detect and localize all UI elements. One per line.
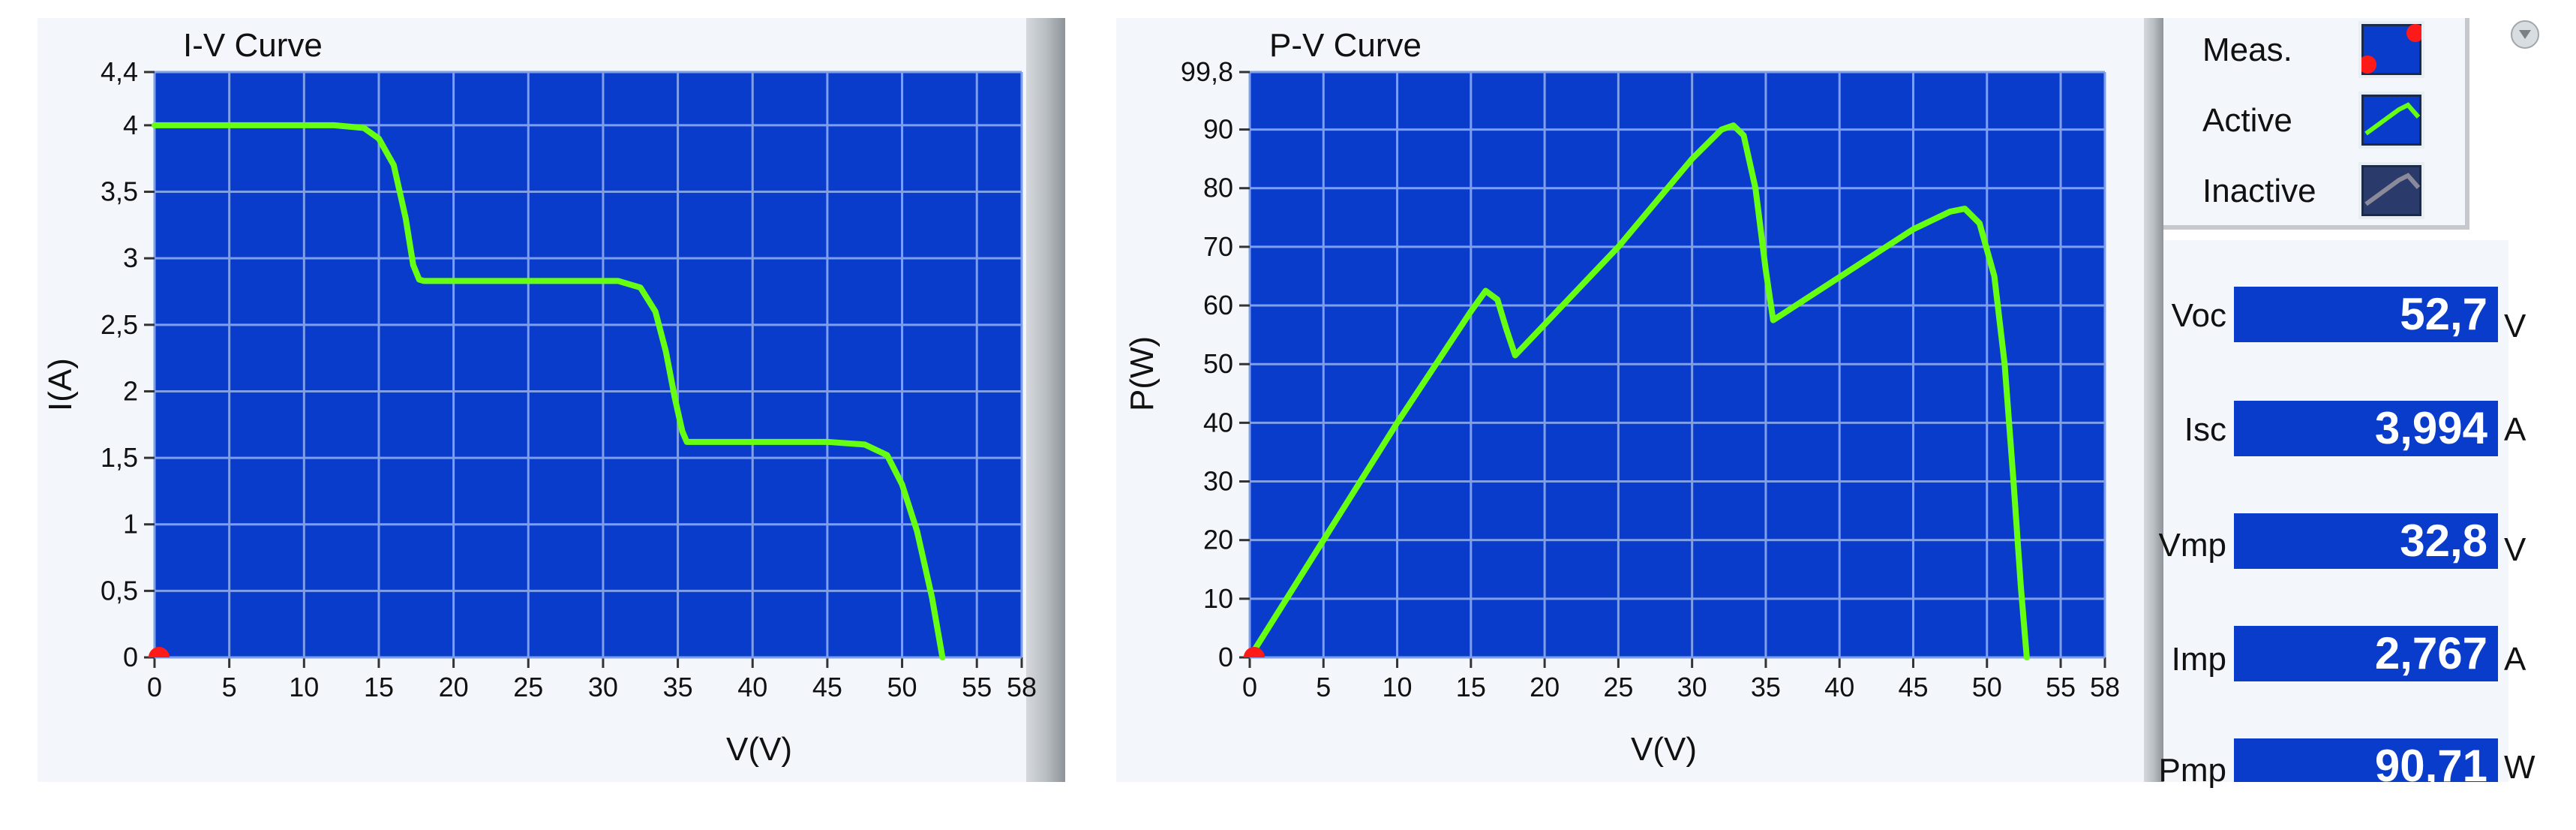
pv-y-tick-label: 20 xyxy=(1203,525,1233,555)
iv-x-tick-label: 25 xyxy=(513,672,543,702)
pv-y-tick-label: 90 xyxy=(1203,114,1233,145)
iv-series-active xyxy=(152,122,946,660)
pv-y-tick-label: 50 xyxy=(1203,348,1233,379)
iv-x-tick-label: 30 xyxy=(588,672,618,702)
iv-y-tick-label: 1,5 xyxy=(101,442,138,473)
iv-x-tick-label: 0 xyxy=(147,672,162,702)
pmp-label: Pmp xyxy=(2158,752,2226,789)
pv-x-axis-label: V(V) xyxy=(1631,731,1697,768)
pv-x-tick-label: 0 xyxy=(1242,672,1257,702)
iv-x-tick-label: 55 xyxy=(962,672,992,702)
iv-x-tick-label: 5 xyxy=(222,672,237,702)
iv-x-tick-label: 20 xyxy=(439,672,469,702)
iv-y-tick-label: 0,5 xyxy=(101,575,138,606)
imp-unit: A xyxy=(2504,641,2526,678)
iv-y-tick-label: 0 xyxy=(123,642,138,672)
pmp-unit: W xyxy=(2504,749,2535,786)
legend-label-meas: Meas. xyxy=(2202,32,2292,68)
iv-plot-area xyxy=(155,72,1022,657)
pv-x-tick-label: 35 xyxy=(1751,672,1781,702)
pv-measured-point xyxy=(1243,647,1265,657)
iv-x-tick-label: 50 xyxy=(887,672,917,702)
pv-x-tick-label: 15 xyxy=(1456,672,1486,702)
vmp-label: Vmp xyxy=(2158,527,2226,564)
collapse-arrow-icon[interactable] xyxy=(2510,20,2540,50)
pv-x-tick-label: 20 xyxy=(1530,672,1560,702)
imp-value: 2,767 xyxy=(2234,626,2498,681)
iv-y-tick-label: 2 xyxy=(123,375,138,406)
iv-chart-title: I-V Curve xyxy=(183,27,323,64)
right-separator-scrollbar[interactable] xyxy=(2144,18,2163,782)
pv-x-tick-label: 10 xyxy=(1383,672,1413,702)
pv-y-tick-label: 70 xyxy=(1203,231,1233,262)
pmp-value: 90,71 xyxy=(2234,738,2498,782)
isc-value: 3,994 xyxy=(2234,401,2498,456)
pv-x-tick-label: 25 xyxy=(1603,672,1633,702)
vmp-value: 32,8 xyxy=(2234,513,2498,569)
imp-label: Imp xyxy=(2171,641,2226,678)
iv-y-tick-label: 1 xyxy=(123,509,138,540)
pv-y-tick-label: 99,8 xyxy=(1181,56,1233,87)
pv-y-tick-label: 60 xyxy=(1203,290,1233,320)
pv-y-tick-label: 30 xyxy=(1203,466,1233,497)
iv-x-tick-label: 15 xyxy=(364,672,394,702)
measured-points-icon[interactable] xyxy=(2358,21,2424,78)
iv-y-tick-label: 3 xyxy=(123,242,138,273)
voc-unit: V xyxy=(2504,308,2526,344)
iv-y-tick-label: 4,4 xyxy=(101,56,138,87)
active-curve-icon[interactable] xyxy=(2358,92,2424,149)
pv-series-active xyxy=(1250,122,2030,660)
iv-x-tick-label: 58 xyxy=(1007,672,1037,702)
isc-unit: A xyxy=(2504,411,2526,448)
pv-x-tick-label: 40 xyxy=(1824,672,1854,702)
iv-panel-scrollbar[interactable] xyxy=(1026,18,1065,782)
pv-chart-plot: 0 5 10 15 20 25 30 35 40 45 50 55 58 0 10 20 30 40 50 60 70 8… xyxy=(1181,56,2120,702)
pv-y-tick-label: 0 xyxy=(1218,642,1233,672)
pv-y-tick-label: 10 xyxy=(1203,583,1233,614)
pv-x-tick-label: 55 xyxy=(2046,672,2076,702)
iv-y-tick-label: 4 xyxy=(123,110,138,140)
pv-x-tick-label: 58 xyxy=(2090,672,2120,702)
iv-measured-point xyxy=(148,647,170,657)
vmp-unit: V xyxy=(2504,531,2526,568)
pv-y-tick-label: 40 xyxy=(1203,407,1233,438)
pv-chart-title: P-V Curve xyxy=(1269,27,1422,64)
iv-x-tick-label: 10 xyxy=(289,672,319,702)
voc-label: Voc xyxy=(2171,297,2226,334)
isc-label: Isc xyxy=(2184,411,2226,448)
iv-x-tick-label: 45 xyxy=(812,672,842,702)
pv-y-tick-label: 80 xyxy=(1203,173,1233,203)
iv-x-axis-label: V(V) xyxy=(726,731,792,768)
inactive-curve-icon[interactable] xyxy=(2358,162,2424,219)
pv-x-tick-label: 50 xyxy=(1972,672,2002,702)
pv-x-tick-label: 5 xyxy=(1316,672,1331,702)
voc-value: 52,7 xyxy=(2234,287,2498,342)
pv-x-tick-label: 45 xyxy=(1898,672,1928,702)
iv-chart-plot: 0 5 10 15 20 25 30 35 40 45 50 55 58 0 0,5 1 1,5 2 2,5 3 3,5… xyxy=(101,56,1037,702)
pv-x-tick-label: 30 xyxy=(1677,672,1707,702)
iv-x-tick-label: 35 xyxy=(663,672,693,702)
iv-y-tick-label: 2,5 xyxy=(101,309,138,340)
legend-label-active: Active xyxy=(2202,102,2292,139)
iv-y-tick-label: 3,5 xyxy=(101,176,138,207)
iv-x-tick-label: 40 xyxy=(737,672,767,702)
legend-label-inactive: Inactive xyxy=(2202,173,2316,209)
